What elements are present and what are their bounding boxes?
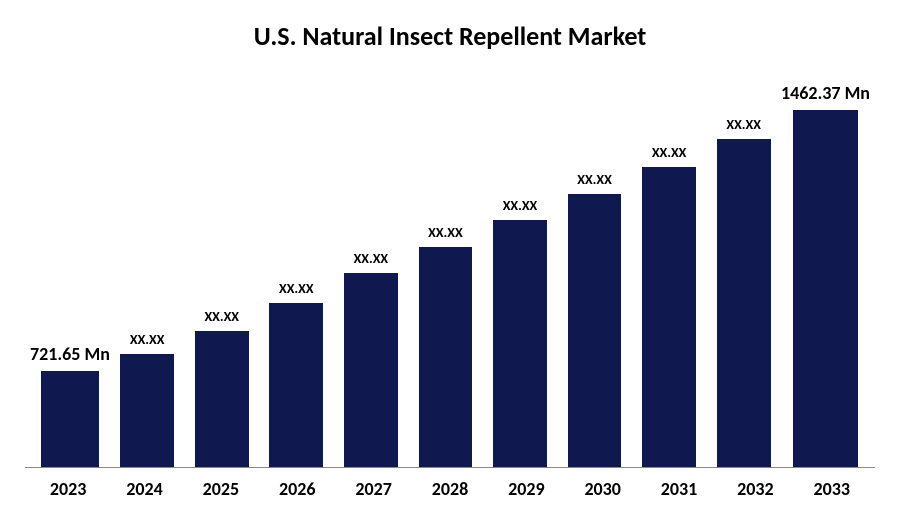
x-axis-label: 2023 xyxy=(30,478,106,500)
bar xyxy=(41,371,99,467)
bar-value-label: XX.XX xyxy=(279,280,314,297)
x-axis-labels: 2023 2024 2025 2026 2027 2028 2029 2030 … xyxy=(25,478,875,500)
x-axis-label: 2031 xyxy=(641,478,717,500)
bar xyxy=(269,303,323,467)
bar xyxy=(120,354,174,467)
x-axis-label: 2025 xyxy=(183,478,259,500)
bar-value-label: XX.XX xyxy=(726,116,761,133)
x-axis-label: 2026 xyxy=(259,478,335,500)
bar-group: XX.XX xyxy=(706,82,781,467)
bar-group: XX.XX xyxy=(259,82,334,467)
x-axis-label: 2032 xyxy=(717,478,793,500)
bar-group: 1462.37 Mn xyxy=(781,82,870,467)
bar-group: XX.XX xyxy=(557,82,632,467)
bar-group: XX.XX xyxy=(110,82,185,467)
bar-group: XX.XX xyxy=(632,82,707,467)
bar-value-label: XX.XX xyxy=(577,171,612,188)
bar-group: XX.XX xyxy=(184,82,259,467)
bar-value-label: 721.65 Mn xyxy=(30,343,110,365)
bar-value-label: XX.XX xyxy=(652,144,687,161)
bar xyxy=(493,220,547,467)
plot-area: 721.65 Mn XX.XX XX.XX XX.XX XX.XX XX.XX … xyxy=(25,82,875,468)
bar xyxy=(642,167,696,467)
bar-value-label: XX.XX xyxy=(354,250,389,267)
bar-value-label: XX.XX xyxy=(130,331,165,348)
chart-title: U.S. Natural Insect Repellent Market xyxy=(25,20,875,52)
chart-container: U.S. Natural Insect Repellent Market 721… xyxy=(0,0,900,525)
bar xyxy=(717,139,771,467)
x-axis-label: 2033 xyxy=(794,478,870,500)
bar-group: 721.65 Mn xyxy=(30,82,110,467)
x-axis-label: 2030 xyxy=(565,478,641,500)
bar-value-label: XX.XX xyxy=(428,224,463,241)
bar-value-label: XX.XX xyxy=(204,308,239,325)
bar-value-label: 1462.37 Mn xyxy=(781,82,870,104)
bar xyxy=(344,273,398,467)
bar xyxy=(419,247,473,467)
bar-group: XX.XX xyxy=(334,82,409,467)
x-axis-label: 2027 xyxy=(335,478,411,500)
bar-group: XX.XX xyxy=(483,82,558,467)
x-axis-label: 2029 xyxy=(488,478,564,500)
x-axis-label: 2024 xyxy=(106,478,182,500)
bar-value-label: XX.XX xyxy=(503,197,538,214)
x-axis-label: 2028 xyxy=(412,478,488,500)
bar-group: XX.XX xyxy=(408,82,483,467)
bar xyxy=(195,331,249,467)
bar xyxy=(568,194,622,467)
bar xyxy=(793,110,857,467)
